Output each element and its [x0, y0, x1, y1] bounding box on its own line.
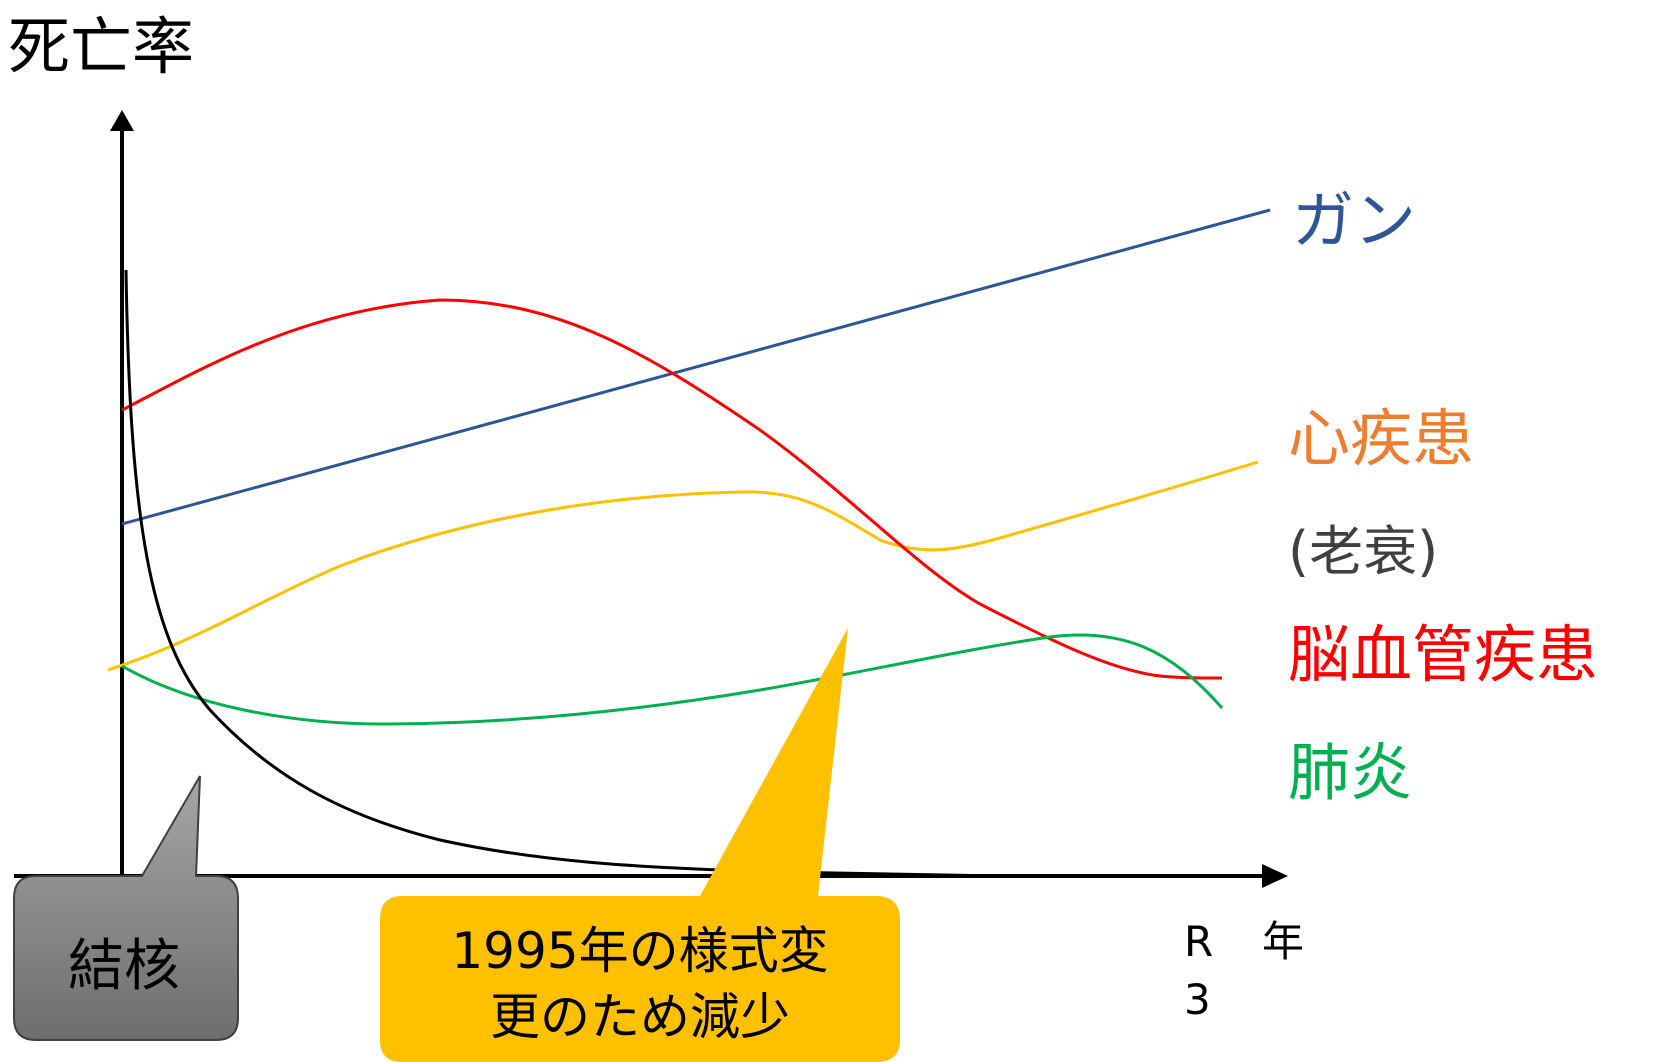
x-axis-arrow	[1262, 864, 1288, 888]
y-axis-label: 死亡率	[8, 10, 194, 83]
series-line-gan	[121, 208, 1271, 526]
series-line-heart-disease	[107, 460, 1259, 672]
legend-label-gan: ガン	[1292, 184, 1416, 257]
x-end-tick-label: R 3	[1184, 917, 1213, 1024]
series-line-cerebrovascular	[121, 298, 1223, 680]
callout-format-change: 1995年の様式変 更のため減少	[380, 628, 900, 1062]
callout-tuberculosis: 結核	[13, 775, 239, 1041]
callout-format-change-line1: 1995年の様式変	[451, 922, 828, 980]
legend-label-cerebrovascular: 脳血管疾患	[1288, 618, 1598, 691]
legend-label-heart-disease: 心疾患	[1288, 402, 1474, 475]
legend-sublabel-senility: (老衰)	[1288, 520, 1438, 583]
series-line-tuberculosis	[124, 269, 1001, 878]
svg-text:R: R	[1184, 917, 1213, 966]
callout-format-change-line2: 更のため減少	[490, 988, 790, 1046]
callout-tuberculosis-text: 結核	[68, 934, 180, 999]
svg-text:3: 3	[1184, 975, 1211, 1024]
legend-label-pneumonia: 肺炎	[1288, 736, 1412, 809]
x-axis-label: 年	[1262, 917, 1304, 966]
series-line-pneumonia	[121, 633, 1224, 726]
y-axis-arrow	[110, 110, 134, 131]
